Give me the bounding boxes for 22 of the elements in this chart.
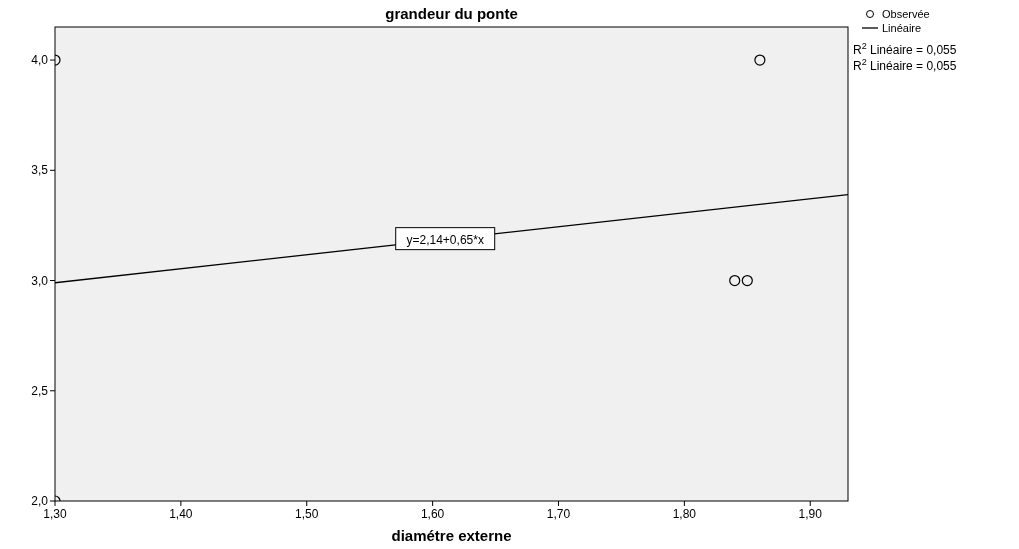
y-tick-label: 2,0 <box>31 494 49 508</box>
chart-title: grandeur du ponte <box>385 5 518 22</box>
x-tick-label: 1,50 <box>295 507 319 521</box>
point <box>754 54 766 66</box>
x-tick-label: 1,30 <box>43 507 67 521</box>
legend-label: Observée <box>882 8 930 20</box>
point <box>729 274 741 287</box>
x-tick-label: 1,40 <box>169 507 193 521</box>
annotation: y=2,14+0,65*x <box>406 232 484 247</box>
y-tick-label: 2,5 <box>31 383 49 398</box>
text: R$^{2}$ Linéaire = 0,055 <box>853 41 957 57</box>
x-tick-label: 1,90 <box>798 507 823 521</box>
point <box>741 274 753 287</box>
text: R$^{2}$ Linéaire = 0,055 <box>853 57 957 73</box>
y-tick-label: 3,5 <box>31 163 49 178</box>
x-tick-label: 1,60 <box>420 507 445 521</box>
x-tick-label: 1,70 <box>546 507 571 521</box>
y-tick-label: 4,0 <box>31 53 49 68</box>
legend-label: Linéaire <box>882 22 922 34</box>
x-tick-label: 1,80 <box>672 507 697 521</box>
y-tick-label: 3,0 <box>31 273 49 288</box>
x-axis-title: diamétre externe <box>391 527 512 544</box>
